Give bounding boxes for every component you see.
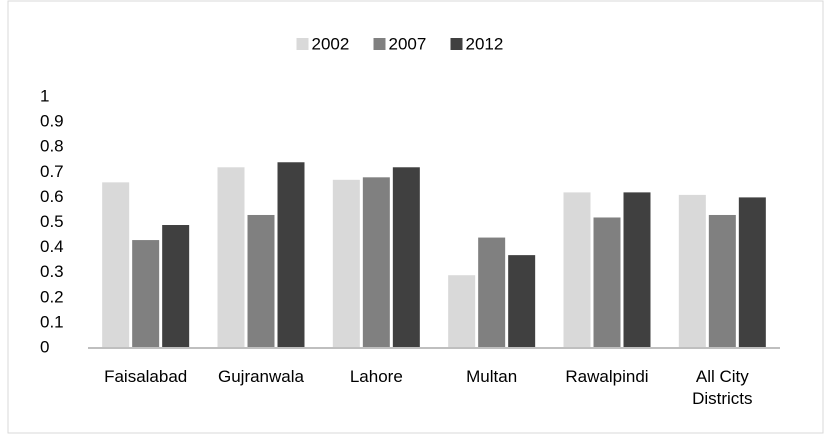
bar [623,192,651,348]
y-tick-label: 0.7 [40,162,64,181]
y-tick-label: 0.2 [40,287,64,306]
x-tick-label: Rawalpindi [565,367,649,386]
x-tick-label-box: Lahore [349,367,403,386]
bar [332,179,360,348]
legend-swatch [450,38,463,50]
bar [102,182,130,348]
legend-swatch [296,38,309,50]
bar [478,237,506,348]
y-tick-label: 0.3 [40,262,64,281]
y-tick-label: 0.4 [40,237,64,256]
bar [678,194,706,348]
bar [448,275,476,348]
y-tick-label: 0.6 [40,187,64,206]
x-tick-label-box: Rawalpindi [565,367,649,386]
x-tick-label-box: All City Districts [692,367,753,408]
bar [162,225,190,348]
bar [392,167,420,348]
x-tick-label-box: Multan [466,367,518,386]
x-tick-label: All City Districts [692,367,753,408]
legend-label: 2012 [466,34,504,53]
bar [508,255,536,348]
bar [593,217,621,348]
bar [132,240,160,348]
y-tick-label: 0.1 [40,312,64,331]
legend-swatch [373,38,386,50]
bar [563,192,591,348]
bar [217,167,245,348]
bar [708,214,736,348]
bar [277,162,305,348]
y-tick-label: 0.8 [40,137,64,156]
y-tick-label: 0 [40,337,49,356]
legend-label: 2002 [312,34,350,53]
y-tick-label: 1 [40,86,49,105]
y-tick-label: 0.5 [40,212,64,231]
bar [362,177,390,348]
bar [247,214,275,348]
x-tick-label-box: Gujranwala [217,367,304,386]
y-tick-label: 0.9 [40,112,64,131]
bar [738,197,766,348]
x-tick-label-box: Faisalabad [104,367,188,386]
legend-label: 2007 [389,34,427,53]
x-tick-label: Lahore [349,367,403,386]
x-tick-label: Faisalabad [104,367,188,386]
x-tick-label: Gujranwala [217,367,304,386]
x-tick-label: Multan [466,367,518,386]
